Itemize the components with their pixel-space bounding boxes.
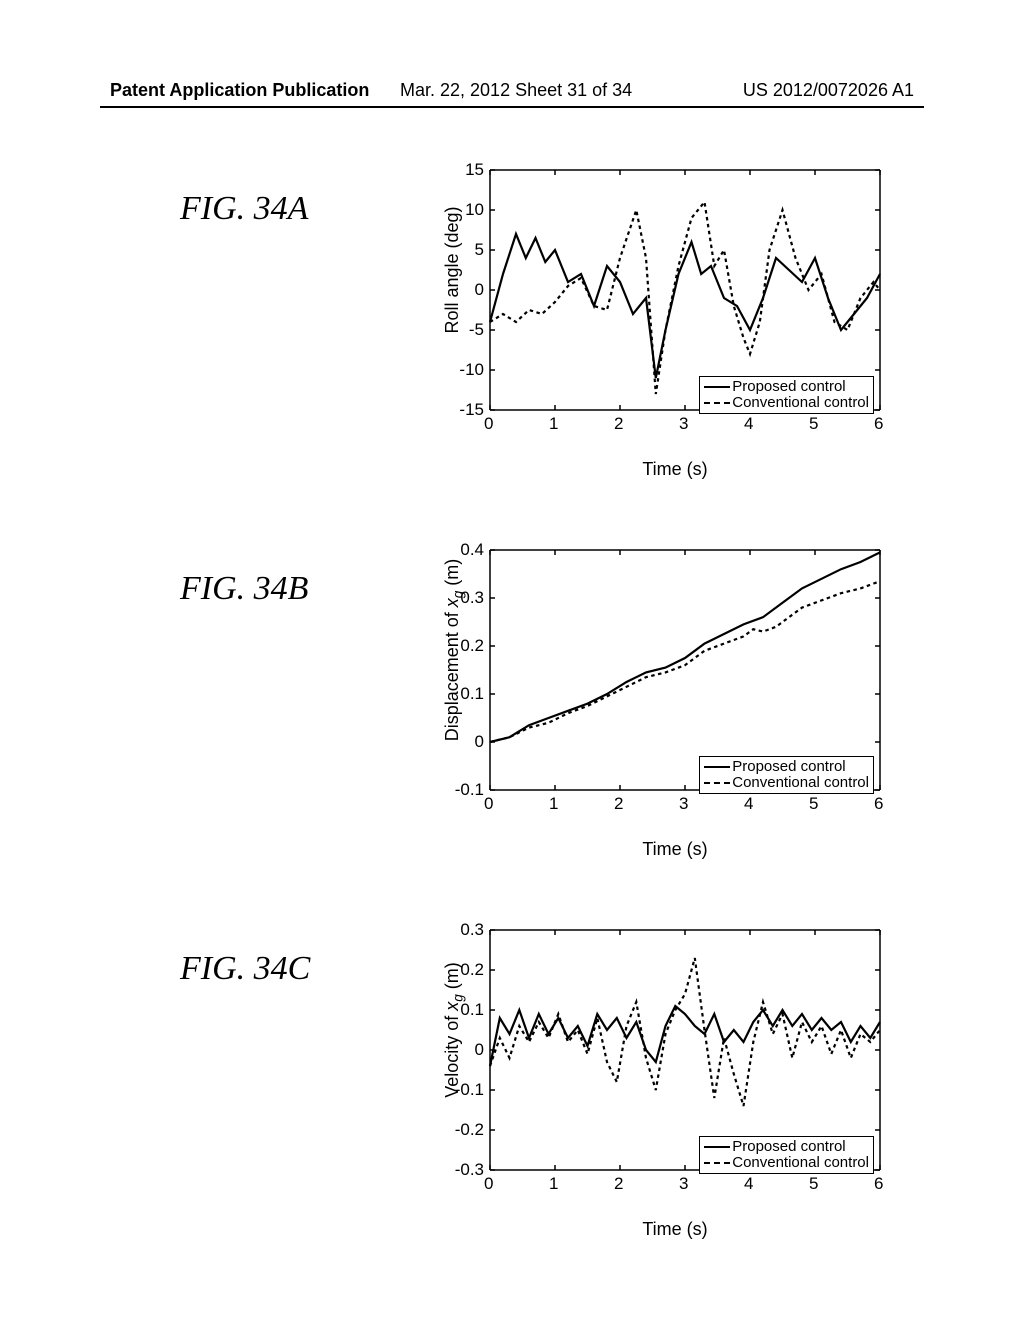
chart-legend: Proposed controlConventional control: [699, 1136, 874, 1174]
legend-item-proposed: Proposed control: [704, 759, 869, 775]
xtick-label: 6: [874, 794, 883, 814]
ytick-label: 0: [475, 732, 484, 752]
xtick-label: 5: [809, 1174, 818, 1194]
xtick-label: 0: [484, 794, 493, 814]
header-date-sheet: Mar. 22, 2012 Sheet 31 of 34: [400, 80, 632, 101]
header-rule: [100, 106, 924, 108]
legend-solid-line-icon: [704, 1146, 730, 1148]
chart-legend: Proposed controlConventional control: [699, 376, 874, 414]
legend-label-proposed: Proposed control: [732, 1138, 845, 1155]
header-publication: Patent Application Publication: [110, 80, 369, 101]
legend-solid-line-icon: [704, 386, 730, 388]
xtick-label: 1: [549, 414, 558, 434]
xtick-label: 4: [744, 794, 753, 814]
figure-label-34b: FIG. 34B: [180, 570, 308, 608]
header-pubnum: US 2012/0072026 A1: [743, 80, 914, 101]
legend-item-proposed: Proposed control: [704, 379, 869, 395]
legend-solid-line-icon: [704, 766, 730, 768]
legend-item-conventional: Conventional control: [704, 395, 869, 411]
figure-label-34c: FIG. 34C: [180, 950, 310, 988]
ytick-label: 0: [475, 1040, 484, 1060]
legend-dashed-line-icon: [704, 1162, 730, 1164]
legend-label-conventional: Conventional control: [732, 1154, 869, 1171]
xtick-label: 0: [484, 414, 493, 434]
xtick-label: 6: [874, 1174, 883, 1194]
xtick-label: 6: [874, 414, 883, 434]
xtick-label: 4: [744, 1174, 753, 1194]
legend-label-proposed: Proposed control: [732, 378, 845, 395]
legend-item-conventional: Conventional control: [704, 1155, 869, 1171]
legend-dashed-line-icon: [704, 782, 730, 784]
ytick-label: -15: [459, 400, 484, 420]
y-axis-label: Roll angle (deg): [442, 140, 463, 400]
legend-dashed-line-icon: [704, 402, 730, 404]
xtick-label: 3: [679, 414, 688, 434]
ytick-label: 10: [465, 200, 484, 220]
xtick-label: 5: [809, 794, 818, 814]
x-axis-label: Time (s): [460, 1219, 890, 1240]
ytick-label: -5: [469, 320, 484, 340]
ytick-label: 15: [465, 160, 484, 180]
legend-label-conventional: Conventional control: [732, 774, 869, 791]
legend-item-conventional: Conventional control: [704, 775, 869, 791]
x-axis-label: Time (s): [460, 459, 890, 480]
legend-item-proposed: Proposed control: [704, 1139, 869, 1155]
chart-34a: 0123456-15-10-5051015Time (s)Roll angle …: [460, 160, 890, 440]
chart-34c: 0123456-0.3-0.2-0.100.10.20.3Time (s)Vel…: [460, 920, 890, 1200]
xtick-label: 2: [614, 794, 623, 814]
y-axis-label: Displacement of xg (m): [442, 520, 466, 780]
figure-34b: FIG. 34B 0123456-0.100.10.20.30.4Time (s…: [0, 530, 1024, 910]
ytick-label: -10: [459, 360, 484, 380]
figure-34a: FIG. 34A 0123456-15-10-5051015Time (s)Ro…: [0, 150, 1024, 530]
figure-34c: FIG. 34C 0123456-0.3-0.2-0.100.10.20.3Ti…: [0, 910, 1024, 1290]
legend-label-proposed: Proposed control: [732, 758, 845, 775]
xtick-label: 3: [679, 1174, 688, 1194]
xtick-label: 1: [549, 794, 558, 814]
ytick-label: 5: [475, 240, 484, 260]
x-axis-label: Time (s): [460, 839, 890, 860]
figure-label-34a: FIG. 34A: [180, 190, 308, 228]
ytick-label: -0.1: [455, 780, 484, 800]
xtick-label: 1: [549, 1174, 558, 1194]
xtick-label: 2: [614, 1174, 623, 1194]
xtick-label: 4: [744, 414, 753, 434]
ytick-label: -0.3: [455, 1160, 484, 1180]
chart-legend: Proposed controlConventional control: [699, 756, 874, 794]
xtick-label: 5: [809, 414, 818, 434]
xtick-label: 3: [679, 794, 688, 814]
legend-label-conventional: Conventional control: [732, 394, 869, 411]
chart-34b: 0123456-0.100.10.20.30.4Time (s)Displace…: [460, 540, 890, 820]
ytick-label: 0: [475, 280, 484, 300]
xtick-label: 0: [484, 1174, 493, 1194]
y-axis-label: Velocity of xg (m): [442, 900, 466, 1160]
patent-page: Patent Application Publication Mar. 22, …: [0, 0, 1024, 1320]
xtick-label: 2: [614, 414, 623, 434]
